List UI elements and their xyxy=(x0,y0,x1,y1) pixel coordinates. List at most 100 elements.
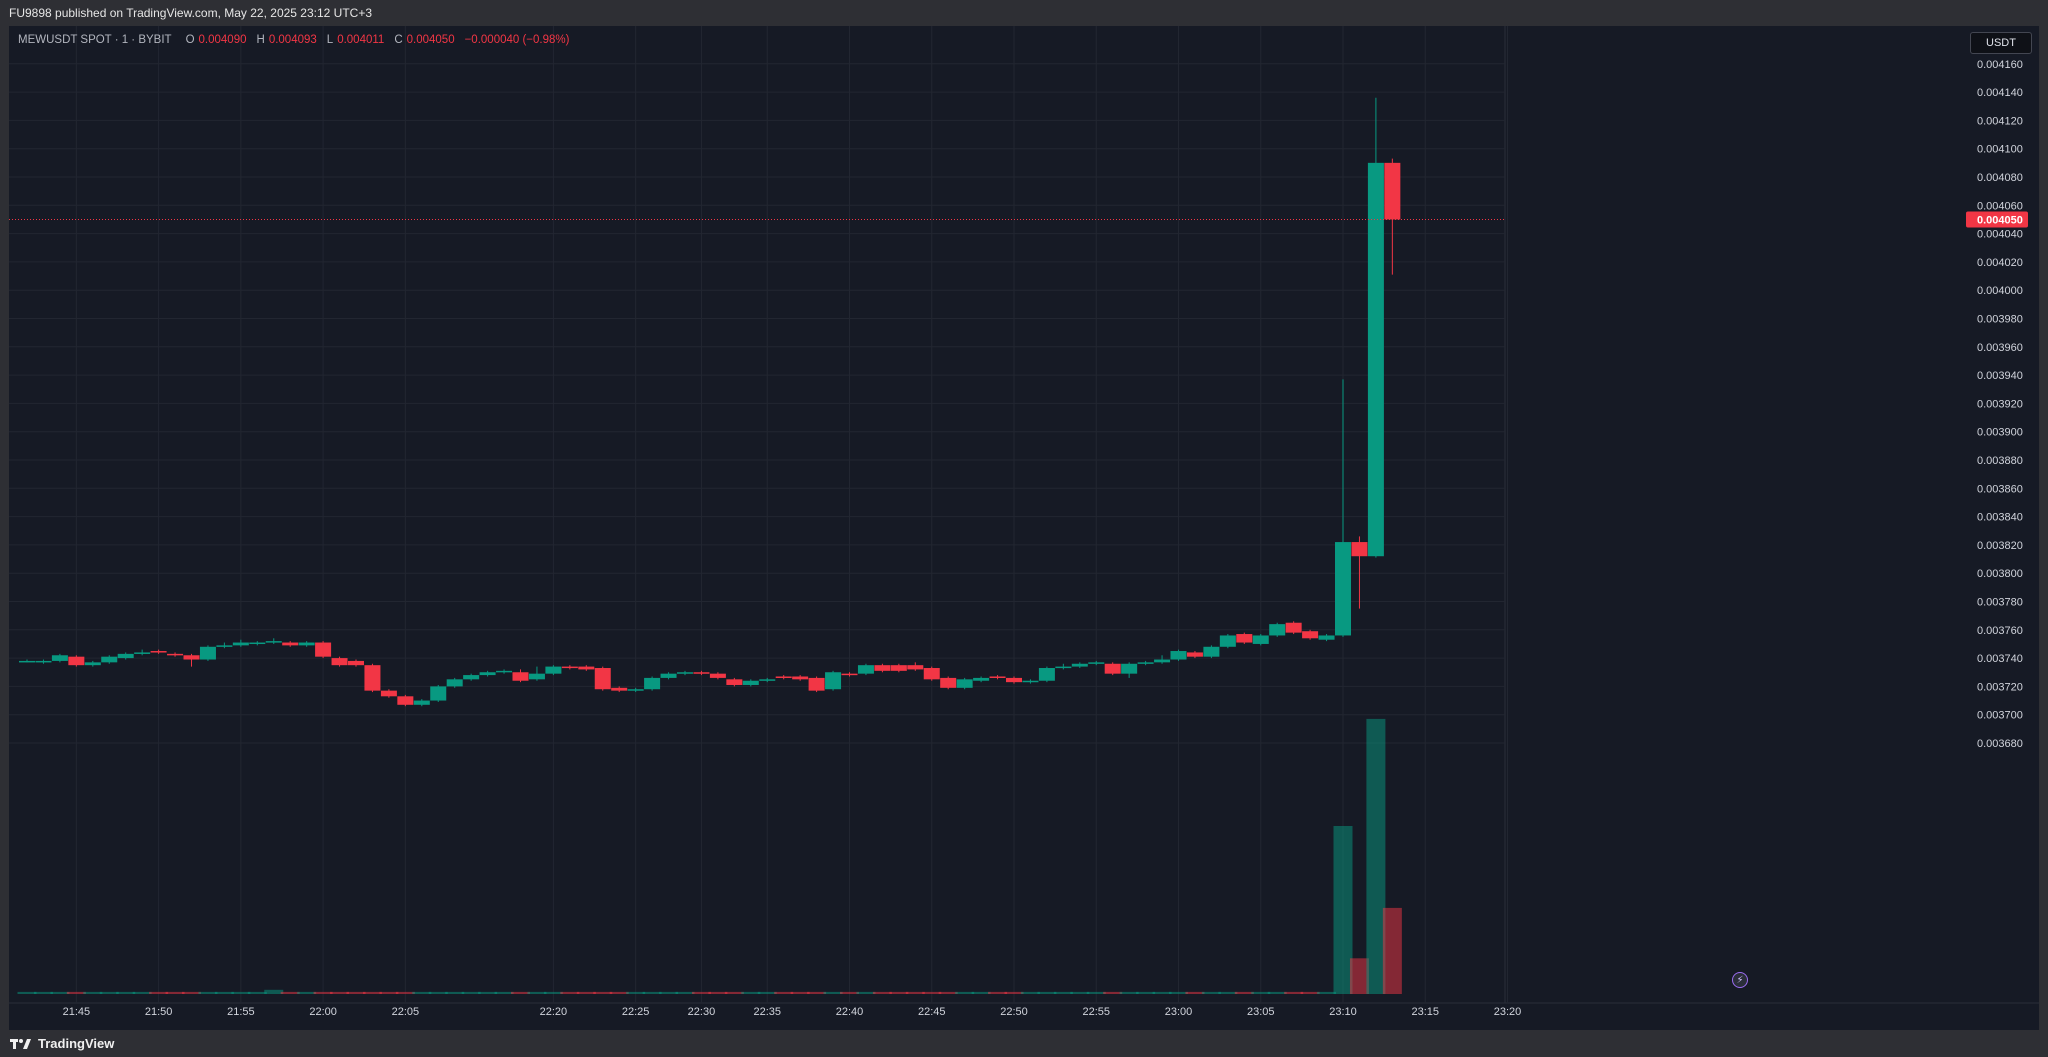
candle-body[interactable] xyxy=(1269,624,1286,636)
candle-body[interactable] xyxy=(841,673,858,676)
candle-body[interactable] xyxy=(759,679,776,681)
candle-body[interactable] xyxy=(84,662,101,666)
candle-body[interactable] xyxy=(430,686,447,701)
candle-body[interactable] xyxy=(1318,635,1335,640)
candle-body[interactable] xyxy=(249,642,266,645)
candle-body[interactable] xyxy=(134,652,151,654)
candle-body[interactable] xyxy=(792,676,809,680)
lightning-icon[interactable]: ⚡ xyxy=(1732,972,1748,988)
candle-body[interactable] xyxy=(1022,680,1039,683)
candle-body[interactable] xyxy=(742,680,759,685)
candle-body[interactable] xyxy=(808,677,825,691)
candle-body[interactable] xyxy=(413,700,430,705)
candle-body[interactable] xyxy=(496,670,513,673)
price-tick-label: 0.003980 xyxy=(1977,314,2023,326)
candle-body[interactable] xyxy=(775,676,792,678)
candle-body[interactable] xyxy=(1170,651,1187,660)
candle-body[interactable] xyxy=(1104,663,1121,674)
candle-body[interactable] xyxy=(1186,652,1203,657)
candle-body[interactable] xyxy=(1038,668,1055,681)
candle-body[interactable] xyxy=(709,673,726,678)
candle-body[interactable] xyxy=(890,665,907,671)
currency-button[interactable]: USDT xyxy=(1970,32,2032,54)
candle-body[interactable] xyxy=(512,672,529,681)
candle-body[interactable] xyxy=(1351,542,1368,557)
price-axis[interactable]: 0.003680 0.003700 0.003720 0.003740 0.003760… xyxy=(1977,59,2023,750)
candle-body[interactable] xyxy=(1137,662,1154,664)
candle-body[interactable] xyxy=(989,676,1006,678)
candle-body[interactable] xyxy=(331,658,348,666)
candle-body[interactable] xyxy=(68,656,85,666)
candle-body[interactable] xyxy=(973,677,990,681)
candle-body[interactable] xyxy=(644,677,661,690)
candle-body[interactable] xyxy=(923,668,940,680)
candle-body[interactable] xyxy=(1384,162,1401,220)
candle-body[interactable] xyxy=(660,673,677,678)
candle-body[interactable] xyxy=(561,666,578,669)
candle-body[interactable] xyxy=(1285,622,1302,633)
candle-body[interactable] xyxy=(627,689,644,691)
publish-header: FU9898 published on TradingView.com, May… xyxy=(0,0,2048,26)
candle-body[interactable] xyxy=(479,672,496,676)
candle-body[interactable] xyxy=(101,656,118,663)
candle-body[interactable] xyxy=(183,655,200,660)
price-tick-label: 0.003900 xyxy=(1977,427,2023,439)
candle-body[interactable] xyxy=(1121,663,1138,674)
candle-body[interactable] xyxy=(51,655,68,661)
candle-body[interactable] xyxy=(397,696,414,705)
tradingview-logo[interactable]: TradingView xyxy=(10,1036,114,1051)
candle-body[interactable] xyxy=(1088,662,1105,664)
candle-body[interactable] xyxy=(1252,635,1269,644)
candle-body[interactable] xyxy=(117,653,134,659)
candle-body[interactable] xyxy=(857,665,874,674)
candle-body[interactable] xyxy=(693,672,710,674)
candle-body[interactable] xyxy=(1219,635,1236,647)
candle-body[interactable] xyxy=(1154,659,1171,663)
candle-body[interactable] xyxy=(1203,646,1220,657)
candle-body[interactable] xyxy=(726,679,743,685)
candle-body[interactable] xyxy=(578,666,595,670)
candle-body[interactable] xyxy=(1302,631,1319,639)
time-axis[interactable]: 21:45 21:50 21:55 22:00 22:05 22:20 22:25 22:30… xyxy=(63,1006,1522,1018)
candle-body[interactable] xyxy=(35,660,52,663)
volume-bar xyxy=(313,991,333,994)
candle-body[interactable] xyxy=(611,687,628,691)
candle-body[interactable] xyxy=(216,645,233,647)
candle-body[interactable] xyxy=(1006,677,1022,683)
candle-body[interactable] xyxy=(167,653,184,656)
candle-body[interactable] xyxy=(19,660,35,663)
candle-body[interactable] xyxy=(528,673,545,680)
open-label: O xyxy=(185,34,195,46)
candle-body[interactable] xyxy=(1335,542,1351,636)
candle-body[interactable] xyxy=(199,646,216,660)
volume-bar xyxy=(642,991,662,994)
candle-body[interactable] xyxy=(677,672,693,674)
candle-body[interactable] xyxy=(265,641,282,643)
candle-body[interactable] xyxy=(364,665,381,691)
candle-body[interactable] xyxy=(463,675,480,680)
time-tick-label: 21:55 xyxy=(227,1006,255,1018)
candle-body[interactable] xyxy=(956,679,973,688)
volume-bar xyxy=(1020,991,1040,994)
candle-body[interactable] xyxy=(348,660,364,666)
candle-body[interactable] xyxy=(380,690,397,697)
candle-body[interactable] xyxy=(282,642,299,646)
candle-body[interactable] xyxy=(315,642,332,657)
candle-body[interactable] xyxy=(298,642,315,646)
candle-body[interactable] xyxy=(594,668,611,690)
candle-body[interactable] xyxy=(825,672,842,690)
candle-body[interactable] xyxy=(907,665,924,670)
candle-body[interactable] xyxy=(874,665,891,671)
candle-body[interactable] xyxy=(150,651,167,653)
chart-pane[interactable] xyxy=(9,26,2039,1030)
candle-body[interactable] xyxy=(1236,634,1253,643)
candle-body[interactable] xyxy=(1071,663,1088,667)
candle-body[interactable] xyxy=(545,666,562,674)
candle-body[interactable] xyxy=(940,677,957,688)
candle-body[interactable] xyxy=(1367,162,1384,557)
symbol-label[interactable]: MEWUSDT SPOT · 1 · BYBIT xyxy=(18,34,172,46)
candle-body[interactable] xyxy=(1055,666,1072,669)
candle-body[interactable] xyxy=(232,642,249,646)
candle-body[interactable] xyxy=(446,679,463,687)
